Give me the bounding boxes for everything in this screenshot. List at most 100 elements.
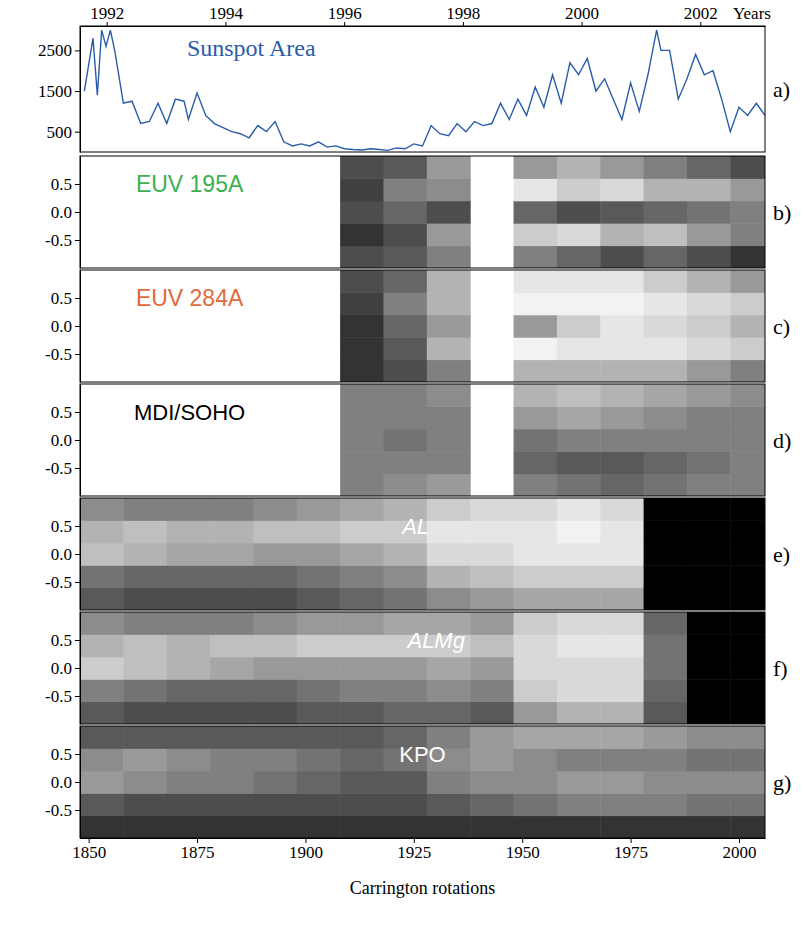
heat-cell [383, 543, 427, 566]
panel-letter: c) [773, 314, 790, 339]
heat-cell [427, 246, 471, 268]
heat-cell [600, 292, 644, 315]
heat-cell [514, 315, 558, 338]
heat-cell [470, 498, 514, 521]
heat-cell [427, 429, 471, 452]
heat-cell [470, 748, 514, 771]
plot-background [80, 612, 765, 724]
panel-letter: d) [773, 428, 791, 453]
panel-letter: g) [773, 770, 791, 795]
heat-cell [383, 178, 427, 201]
heat-cell [123, 657, 167, 680]
heat-cell [470, 543, 514, 566]
tick: -0.5 [45, 573, 80, 592]
tick: 1994 [209, 4, 244, 26]
plot-background [80, 26, 765, 152]
heat-cell [80, 748, 124, 771]
heat-cell [687, 748, 731, 771]
heat-cell [80, 588, 124, 610]
heat-cell [297, 588, 341, 610]
tick: 0.5 [51, 517, 80, 536]
heat-cell [730, 360, 765, 382]
tick-mark [75, 440, 80, 441]
tick-mark [75, 132, 80, 133]
heat-cell [730, 657, 765, 680]
heat-cell [80, 793, 124, 816]
panel: Sunspot Areaa)50015002500199219941996199… [38, 4, 790, 153]
heat-cell [383, 771, 427, 794]
tick: 1875 [181, 838, 215, 862]
tick: 1850 [72, 838, 106, 862]
heat-cell [210, 498, 254, 521]
heat-cell [297, 543, 341, 566]
heat-cell [427, 406, 471, 429]
tick-label: 1900 [289, 843, 323, 862]
tick: 2500 [38, 41, 80, 60]
tick: 0.5 [51, 631, 80, 650]
heat-cell [340, 543, 384, 566]
heat-cell [730, 315, 765, 338]
tick-mark [75, 50, 80, 51]
tick-mark [75, 782, 80, 783]
tick-label: 0.5 [51, 175, 72, 194]
heat-cell [644, 474, 688, 496]
heat-cell [687, 498, 731, 521]
tick-label: 2000 [722, 843, 756, 862]
yticks-axis: 0.50.0-0.5 [45, 157, 80, 269]
heat-cell [557, 406, 601, 429]
heat-cell [644, 201, 688, 224]
panel-letter: e) [773, 542, 790, 567]
heat-cell [687, 178, 731, 201]
heat-cell [470, 816, 514, 838]
heat-cell [167, 816, 211, 838]
heat-cell [470, 679, 514, 702]
tick: 0.5 [51, 175, 80, 194]
heat-cell [297, 793, 341, 816]
panel-title: Sunspot Area [187, 35, 316, 61]
heat-cell [730, 406, 765, 429]
heat-cell [600, 337, 644, 360]
plot-background [80, 498, 765, 610]
heat-cell [514, 201, 558, 224]
tick-mark [75, 91, 80, 92]
tick: 0.0 [51, 545, 80, 564]
heat-cell [644, 360, 688, 382]
heat-cell [687, 793, 731, 816]
heat-cell [687, 246, 731, 268]
heat-cell [123, 498, 167, 521]
tick-label: 1998 [446, 4, 480, 23]
heat-cell [557, 292, 601, 315]
heat-cell [80, 498, 124, 521]
heat-cell [600, 246, 644, 268]
heat-cell [427, 156, 471, 179]
tick: 500 [47, 123, 81, 142]
tick-mark [75, 326, 80, 327]
heat-cell [687, 634, 731, 657]
heat-cell [123, 634, 167, 657]
panel: KPOg)0.50.0-0.51850187519001925195019752… [45, 726, 791, 898]
plot-background [80, 156, 765, 268]
tick-mark [75, 240, 80, 241]
heat-cell [167, 565, 211, 588]
heat-cell [123, 771, 167, 794]
heat-cell [383, 816, 427, 838]
heat-cell [123, 702, 167, 724]
heat-cell [730, 793, 765, 816]
heat-cell [644, 771, 688, 794]
heat-cell [557, 657, 601, 680]
heat-cell [514, 657, 558, 680]
heat-cell [340, 748, 384, 771]
heat-cell [600, 588, 644, 610]
heat-cell [297, 679, 341, 702]
tick: 0.0 [51, 203, 80, 222]
heat-cell [730, 337, 765, 360]
x-axis-title: Carrington rotations [350, 878, 495, 898]
heat-cell [470, 657, 514, 680]
heat-cell [210, 771, 254, 794]
heat-cell [340, 337, 384, 360]
plot-frame [80, 612, 765, 724]
yticks-axis: 0.50.0-0.5 [45, 613, 80, 725]
heat-cell [210, 634, 254, 657]
heat-cell [340, 679, 384, 702]
heat-cell [644, 702, 688, 724]
